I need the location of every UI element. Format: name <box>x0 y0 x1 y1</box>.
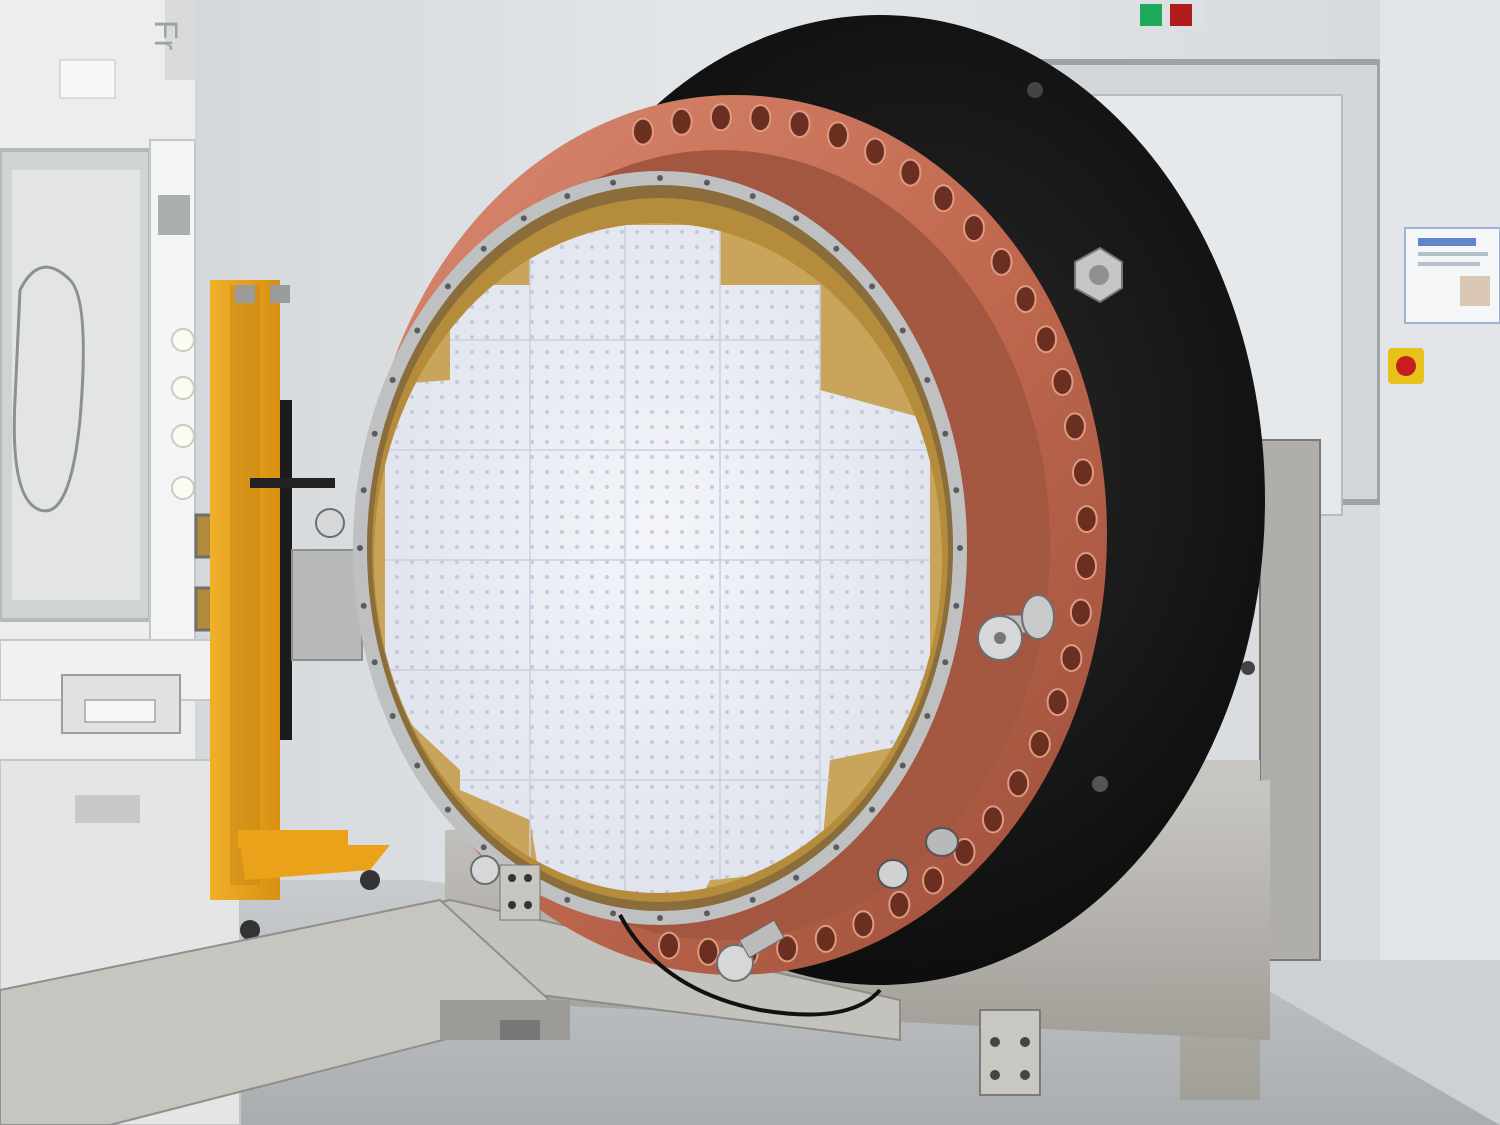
hex-fitting-1 <box>1074 246 1123 304</box>
right-wall <box>1380 0 1500 1125</box>
copper-hole <box>990 247 1013 276</box>
copper-hole <box>1014 285 1037 314</box>
ring-screw <box>371 430 378 437</box>
copper-hole <box>1051 367 1074 396</box>
ring-screw <box>924 377 931 383</box>
ring-screw <box>833 245 840 252</box>
ring-screw <box>414 762 421 769</box>
ring-screw <box>703 179 710 186</box>
copper-hole <box>658 931 680 960</box>
mount-block <box>499 864 541 921</box>
copper-hole <box>788 110 811 139</box>
copper-hole <box>709 103 732 132</box>
yellow-lift <box>210 280 390 940</box>
ring-screw <box>924 713 931 719</box>
ring-screw <box>389 713 396 719</box>
copper-hole <box>1063 412 1086 441</box>
cabinet-brand-text: Fr <box>148 20 184 51</box>
copper-hole <box>814 924 837 953</box>
clamp-knob-right <box>977 594 1055 661</box>
copper-hole <box>888 890 911 919</box>
copper-hole <box>922 866 945 895</box>
ring-screw <box>610 179 617 186</box>
ring-screw <box>520 215 527 222</box>
ring-screw <box>610 910 617 917</box>
copper-hole <box>932 184 955 213</box>
exit-lights <box>1130 0 1205 30</box>
ring-screw <box>657 175 663 181</box>
wall-notice <box>1404 227 1500 324</box>
copper-hole <box>1028 730 1051 758</box>
ring-screw <box>414 327 421 334</box>
ring-screw <box>480 245 487 252</box>
ring-screw <box>793 215 800 222</box>
ring-screws <box>357 175 963 921</box>
ring-screw <box>942 659 949 666</box>
bottom-fitting <box>877 827 959 889</box>
ring-screw <box>389 377 396 383</box>
copper-hole <box>864 137 887 166</box>
copper-hole <box>1046 688 1069 717</box>
ring-screw <box>953 487 960 494</box>
copper-hole <box>1035 325 1057 354</box>
clamp-knob-left <box>315 508 500 885</box>
copper-hole <box>899 158 922 187</box>
ring-screw <box>869 283 876 290</box>
copper-hole <box>670 107 693 136</box>
copper-hole <box>1069 598 1092 627</box>
ring-screw <box>444 283 451 290</box>
copper-hole <box>1007 769 1030 798</box>
clamp-knob-bottom <box>716 919 785 982</box>
copper-hole <box>1075 552 1097 580</box>
lab-cabinet: Fr <box>0 0 241 1125</box>
ring-screw <box>564 193 571 200</box>
copper-hole <box>827 121 849 150</box>
ring-screw <box>703 910 710 917</box>
ring-screw <box>444 806 451 813</box>
copper-hole <box>631 117 654 146</box>
ring-screw <box>657 915 663 921</box>
ring-screw <box>480 844 487 851</box>
ring-screw <box>899 327 906 334</box>
copper-hole <box>963 214 985 243</box>
copper-hole <box>697 937 720 966</box>
ring-screw <box>953 602 960 609</box>
ring-screw <box>749 896 756 903</box>
ring-screw <box>869 806 876 813</box>
ring-screw <box>360 487 367 494</box>
ring-screw <box>793 874 800 881</box>
black-cable <box>618 914 882 1017</box>
ring-screw <box>833 844 840 851</box>
ring-screw <box>942 430 949 437</box>
copper-hole <box>749 104 772 133</box>
copper-hole <box>776 934 799 963</box>
copper-hole <box>852 910 875 939</box>
emergency-stop-button <box>1388 348 1424 384</box>
ring-screw <box>899 762 906 769</box>
copper-hole <box>1075 505 1098 534</box>
ring-screw <box>357 545 363 551</box>
copper-ring-holes <box>631 103 1098 967</box>
copper-hole <box>982 805 1004 834</box>
ring-screw <box>360 602 367 609</box>
sink-unit <box>291 549 363 661</box>
ring-screw <box>371 659 378 666</box>
ring-screw <box>957 545 963 551</box>
focal-plane-plate <box>374 223 942 893</box>
copper-hole <box>1060 644 1083 673</box>
ring-screw <box>564 896 571 903</box>
ring-screw <box>749 193 756 200</box>
copper-hole <box>1072 458 1094 487</box>
